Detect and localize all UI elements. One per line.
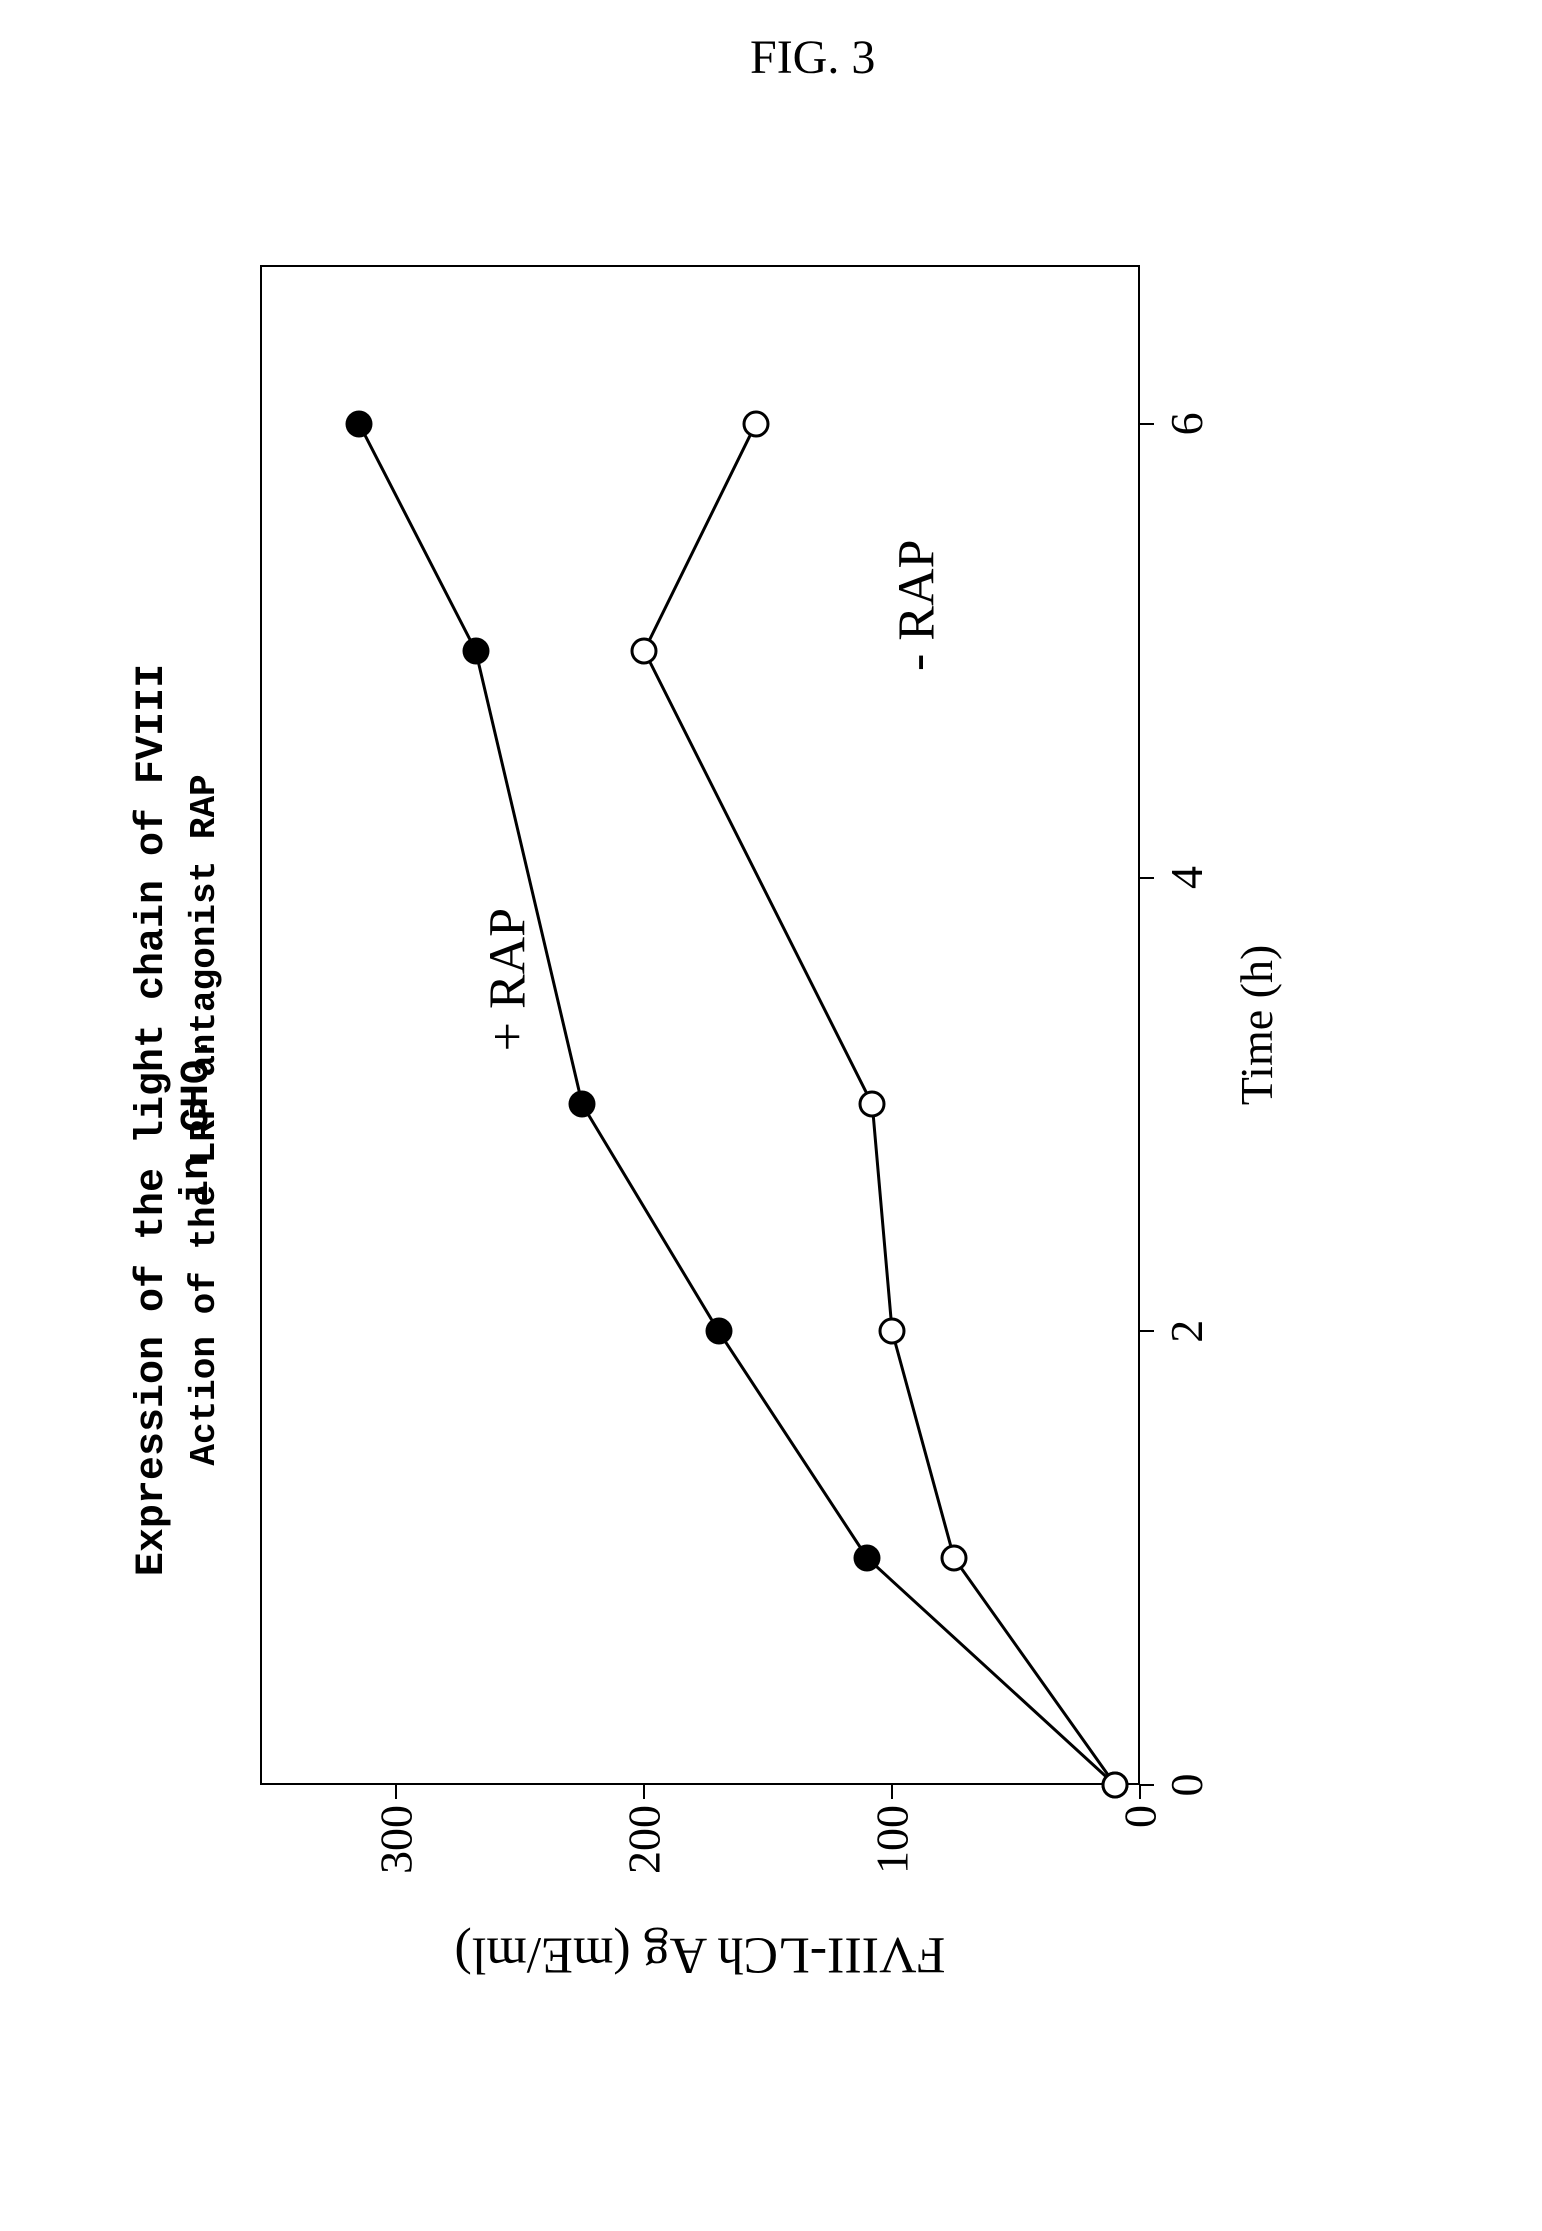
marker-filled	[346, 410, 373, 437]
series-label: - RAP	[887, 540, 946, 671]
series-label: + RAP	[478, 908, 537, 1051]
y-tick	[1139, 1785, 1141, 1799]
y-tick	[891, 1785, 893, 1799]
chart-title-line2: Action of the LRP antagonist RAP	[184, 774, 225, 1465]
figure-label: FIG. 3	[750, 30, 875, 85]
y-tick	[643, 1785, 645, 1799]
y-tick-label: 0	[1114, 1805, 1167, 1915]
x-tick	[1140, 1784, 1154, 1786]
marker-filled	[569, 1091, 596, 1118]
x-tick-label: 0	[1160, 1774, 1213, 1797]
x-tick	[1140, 423, 1154, 425]
marker-filled	[705, 1318, 732, 1345]
plot-area	[260, 265, 1140, 1785]
rotated-chart-wrapper: Expression of the light chain of FVIII i…	[130, 195, 1410, 2045]
marker-open	[941, 1545, 968, 1572]
x-tick	[1140, 1330, 1154, 1332]
marker-open	[1102, 1772, 1129, 1799]
x-tick-label: 2	[1160, 1320, 1213, 1343]
y-axis-label: FVIII-LCh Ag (mE/ml)	[454, 1926, 945, 1985]
y-tick	[395, 1785, 397, 1799]
y-tick-label: 200	[618, 1805, 671, 1915]
chart-container: Expression of the light chain of FVIII i…	[130, 195, 1410, 2045]
y-tick-label: 300	[370, 1805, 423, 1915]
marker-open	[742, 410, 769, 437]
x-tick	[1140, 877, 1154, 879]
marker-open	[879, 1318, 906, 1345]
marker-filled	[854, 1545, 881, 1572]
x-axis-label: Time (h)	[1230, 945, 1283, 1106]
marker-open	[631, 637, 658, 664]
marker-filled	[462, 637, 489, 664]
x-tick-label: 6	[1160, 412, 1213, 435]
y-tick-label: 100	[866, 1805, 919, 1915]
x-tick-label: 4	[1160, 866, 1213, 889]
marker-open	[859, 1091, 886, 1118]
